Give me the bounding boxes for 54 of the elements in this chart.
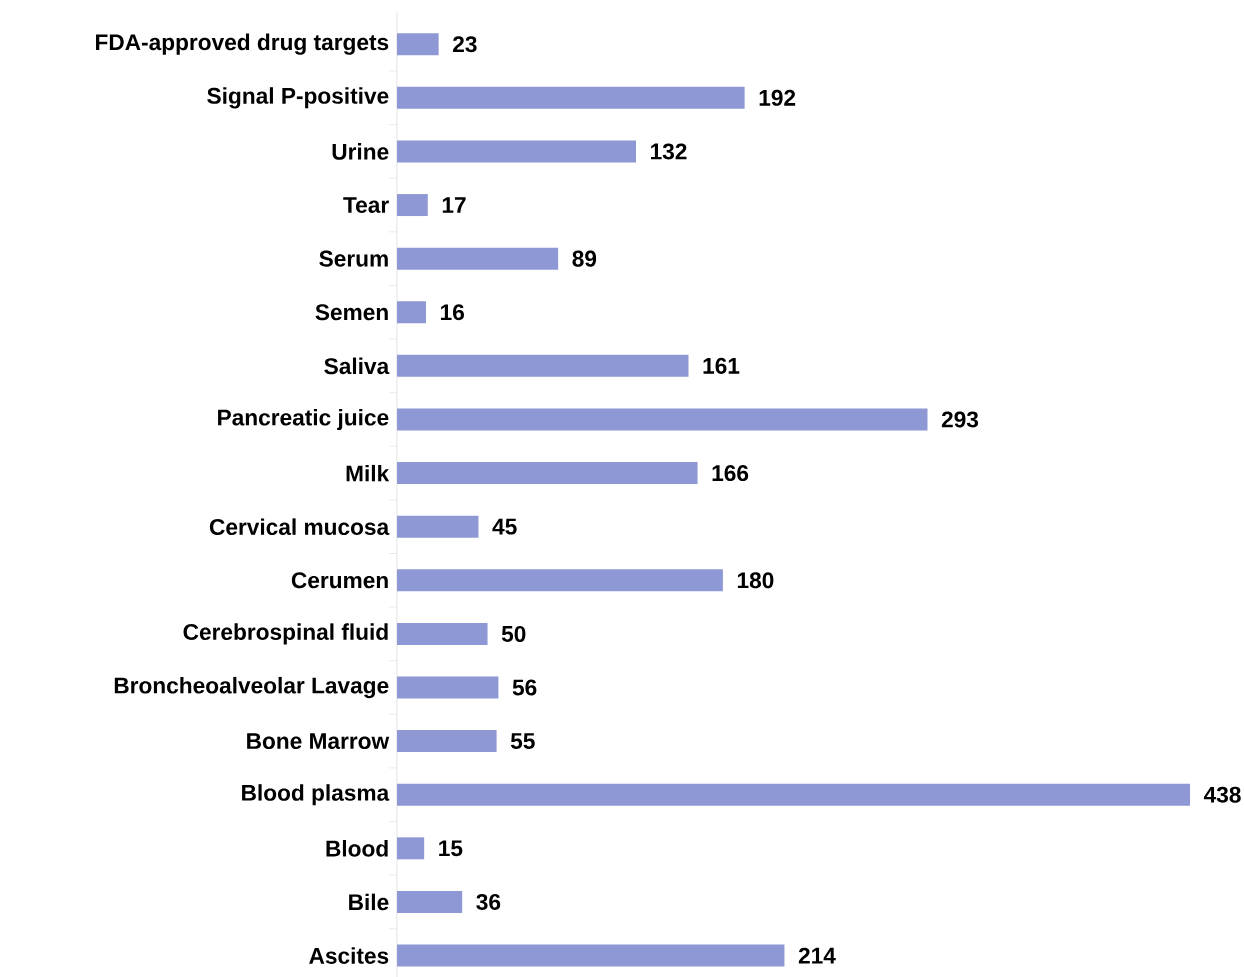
data-label: 50: [501, 625, 526, 642]
y-tick-label: Pancreatic juice: [218, 408, 389, 430]
y-tick-label: Blood: [326, 839, 388, 857]
bar: [397, 33, 439, 56]
data-label: 166: [712, 464, 749, 481]
data-label: 16: [440, 304, 464, 321]
y-tick-label: Bile: [349, 893, 389, 911]
bar: [397, 837, 425, 860]
data-label: 17: [442, 197, 466, 213]
y-tick-label: Cerebrospinal fluid: [183, 623, 388, 645]
bar: [397, 247, 559, 270]
y-tick-label: Ascites: [309, 947, 389, 964]
bar: [397, 354, 689, 377]
data-label: 180: [737, 572, 774, 589]
y-tick-label: Serum: [319, 250, 388, 267]
data-label: 192: [759, 89, 796, 106]
bar: [397, 193, 428, 216]
y-tick-label: Signal P-positive: [207, 87, 389, 109]
data-label: 132: [651, 143, 687, 160]
y-tick-label: Broncheoalveolar Lavage: [114, 676, 389, 699]
bar: [397, 515, 479, 538]
bar: [397, 730, 497, 752]
bar: [397, 569, 723, 592]
bar: [397, 301, 426, 324]
bar: [397, 783, 1191, 806]
bar: [397, 944, 785, 967]
bar: [397, 461, 698, 484]
bar: [397, 676, 499, 699]
data-label: 89: [572, 250, 597, 267]
data-label: 438: [1203, 786, 1241, 803]
bar: [397, 890, 463, 913]
y-tick-label: Urine: [332, 142, 389, 160]
bar: [397, 86, 745, 109]
data-label: 293: [941, 411, 979, 428]
data-label: 36: [476, 893, 501, 910]
y-tick-label: Blood plasma: [242, 784, 390, 806]
bar: [397, 140, 636, 163]
data-label: 214: [798, 947, 836, 964]
y-tick-label: Bone Marrow: [247, 733, 390, 749]
y-tick-label: Tear: [343, 197, 389, 213]
data-label: 45: [492, 518, 517, 535]
bar: [397, 622, 488, 645]
data-label: 161: [703, 357, 740, 374]
y-tick-label: FDA-approved drug targets: [96, 33, 389, 55]
y-tick-label: Semen: [315, 304, 388, 321]
y-tick-label: Saliva: [324, 357, 390, 375]
data-label: 15: [439, 840, 463, 857]
y-tick-label: Cervical mucosa: [209, 518, 390, 535]
data-label: 55: [510, 733, 535, 749]
y-tick-label: Cerumen: [291, 572, 388, 589]
y-tick-label: Milk: [346, 464, 390, 482]
data-label: 56: [512, 679, 537, 696]
bar: [397, 408, 928, 431]
data-label: 23: [453, 36, 477, 53]
